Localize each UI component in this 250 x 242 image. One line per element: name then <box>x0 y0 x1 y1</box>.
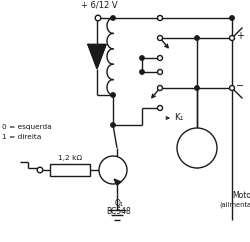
Text: BC548: BC548 <box>106 207 132 216</box>
Circle shape <box>140 70 144 74</box>
Polygon shape <box>114 179 121 185</box>
Circle shape <box>158 55 162 60</box>
Text: Motor: Motor <box>232 190 250 199</box>
Polygon shape <box>88 45 106 68</box>
Circle shape <box>195 86 199 90</box>
FancyBboxPatch shape <box>50 164 90 176</box>
Text: (alimentação): (alimentação) <box>220 202 250 208</box>
Text: Q₁: Q₁ <box>114 199 124 208</box>
Circle shape <box>111 16 115 20</box>
Circle shape <box>158 36 162 40</box>
Text: 0 = esquerda: 0 = esquerda <box>2 124 52 130</box>
Text: +: + <box>236 31 244 41</box>
Text: K₁: K₁ <box>174 113 184 122</box>
Text: 1 = direita: 1 = direita <box>2 134 42 140</box>
Circle shape <box>177 128 217 168</box>
Circle shape <box>158 69 162 75</box>
Text: + 6/12 V: + 6/12 V <box>81 1 117 10</box>
Circle shape <box>37 167 43 173</box>
Circle shape <box>230 85 234 91</box>
Circle shape <box>158 106 162 111</box>
Circle shape <box>111 123 115 127</box>
Circle shape <box>158 15 162 21</box>
Text: −: − <box>236 81 244 91</box>
Text: 1,2 kΩ: 1,2 kΩ <box>58 155 82 161</box>
Circle shape <box>230 36 234 40</box>
Circle shape <box>195 36 199 40</box>
Circle shape <box>158 16 162 20</box>
Circle shape <box>230 16 234 20</box>
Circle shape <box>99 156 127 184</box>
Circle shape <box>111 93 115 97</box>
Text: Motor: Motor <box>182 144 212 152</box>
Circle shape <box>140 56 144 60</box>
Circle shape <box>95 15 101 21</box>
Circle shape <box>158 85 162 91</box>
